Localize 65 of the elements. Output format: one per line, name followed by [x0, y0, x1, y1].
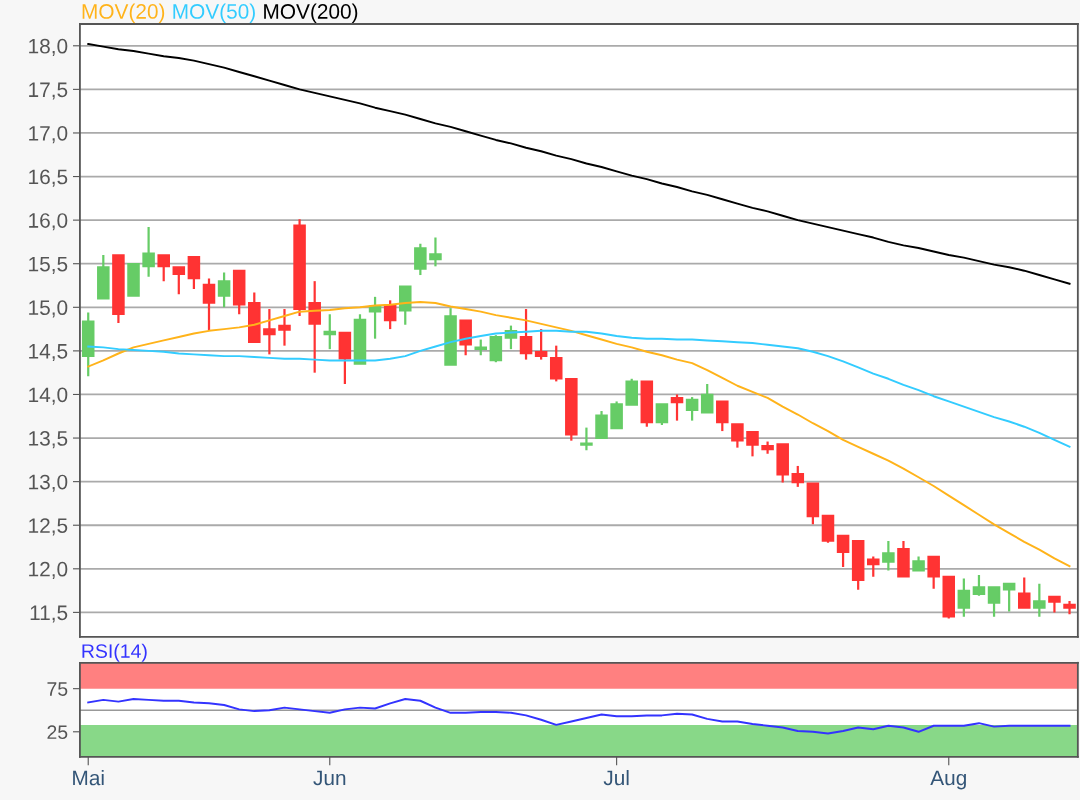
text: MOV(50) [173, 3, 255, 23]
y-tick-label: 75 [47, 682, 68, 696]
candlestick [1002, 582, 1016, 613]
y-tick-label: 12,5 [29, 518, 68, 536]
y-tick-label: 25 [47, 725, 68, 740]
candlestick [383, 299, 397, 331]
candlestick [172, 266, 186, 296]
line-series [87, 301, 1071, 568]
candlestick [625, 377, 638, 407]
candlestick [549, 344, 563, 383]
candlestick [1017, 576, 1031, 610]
candlestick [957, 577, 971, 618]
candlestick [791, 464, 805, 488]
x-tick-label: Mai [73, 769, 104, 786]
candlestick [263, 307, 276, 356]
candlestick [685, 395, 699, 422]
candlestick [655, 402, 669, 427]
candlestick [157, 253, 170, 283]
y-tick-label: 15,5 [29, 256, 68, 274]
candlestick [489, 334, 503, 364]
candlestick [308, 280, 321, 374]
y-tick-label: 11,5 [30, 605, 68, 623]
line-series [87, 43, 1071, 285]
candlestick [414, 242, 427, 277]
candlestick [731, 423, 744, 449]
candlestick [142, 225, 155, 278]
candlestick [323, 313, 337, 351]
candlestick [429, 236, 442, 268]
candlestick [202, 277, 216, 332]
candlestick [1033, 582, 1046, 618]
candlestick [595, 409, 608, 440]
x-tick-label: Jul [603, 769, 629, 786]
candlestick [716, 400, 729, 433]
y-tick-label: 15,0 [29, 300, 68, 318]
y-tick-label: 14,0 [29, 387, 68, 405]
y-tick-label: 12,0 [29, 561, 68, 580]
candlestick [836, 534, 850, 569]
y-tick-label: 14,5 [29, 344, 68, 362]
candlestick [580, 426, 593, 452]
candlestick [972, 573, 986, 597]
candlestick [534, 327, 548, 361]
candlestick [217, 271, 231, 309]
y-tick-label: 13,5 [29, 431, 68, 449]
candlestick [927, 555, 940, 590]
y-tick-label: 16,5 [29, 169, 68, 187]
x-tick-label: Jun [313, 770, 346, 786]
y-tick-label: 18,0 [29, 38, 68, 57]
y-tick-label: 17,0 [29, 125, 68, 144]
x-tick-label: Aug [930, 770, 966, 790]
candlestick [987, 586, 1001, 618]
candlestick [867, 555, 880, 578]
text: MOV(200) [264, 3, 358, 23]
text: MOV(20) [82, 3, 165, 23]
candlestick [700, 382, 714, 414]
y-tick-label: 13,0 [29, 474, 68, 492]
y-tick-label: 16,0 [29, 213, 68, 231]
series-label: RSI(14) [82, 643, 147, 662]
y-tick-label: 17,5 [29, 82, 68, 100]
candlestick [278, 307, 291, 347]
candlestick [519, 307, 533, 361]
candlestick [746, 430, 759, 458]
candlestick [882, 539, 895, 572]
line-series [87, 698, 1071, 735]
candlestick [187, 255, 201, 291]
candlestick [670, 393, 684, 422]
